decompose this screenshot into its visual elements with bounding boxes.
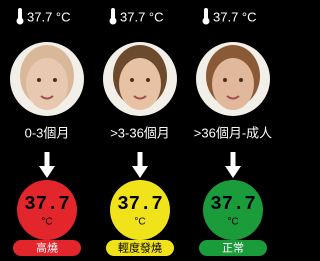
photo-eye [37, 78, 41, 82]
temperature: 37.7 °C [27, 9, 71, 24]
status: 輕度發燒 [118, 240, 162, 254]
thermometer-bulb [17, 18, 24, 25]
arrow-shaft [138, 152, 143, 168]
photo-eye [53, 78, 57, 82]
infographic: 37.7 °C 0-3個月 37.7 °C 高燒 37.7 °C >3-36個月 37.7 °C… [0, 0, 282, 261]
display-value: 37.7 [24, 193, 70, 215]
photo-eye [223, 78, 227, 82]
age: >36個月-成人 [194, 125, 272, 140]
display-unit: °C [134, 217, 145, 228]
thermometer-bulb [110, 18, 117, 25]
age: 0-3個月 [25, 125, 70, 140]
temperature: 37.7 °C [120, 9, 164, 24]
thermometer-bulb [203, 18, 210, 25]
status: 正常 [222, 241, 244, 254]
age: >3-36個月 [110, 125, 170, 140]
arrow-shaft [231, 152, 236, 168]
arrow-shaft [45, 152, 50, 168]
photo-face [26, 58, 68, 110]
display-unit: °C [227, 217, 238, 228]
photo-eye [239, 78, 243, 82]
display-value: 37.7 [117, 193, 163, 215]
photo-face [119, 58, 161, 110]
display-unit: °C [41, 217, 52, 228]
temperature: 37.7 °C [213, 9, 257, 24]
photo-face [212, 58, 254, 110]
status: 高燒 [36, 240, 58, 254]
photo-eye [130, 78, 134, 82]
photo-eye [146, 78, 150, 82]
display-value: 37.7 [210, 193, 256, 215]
